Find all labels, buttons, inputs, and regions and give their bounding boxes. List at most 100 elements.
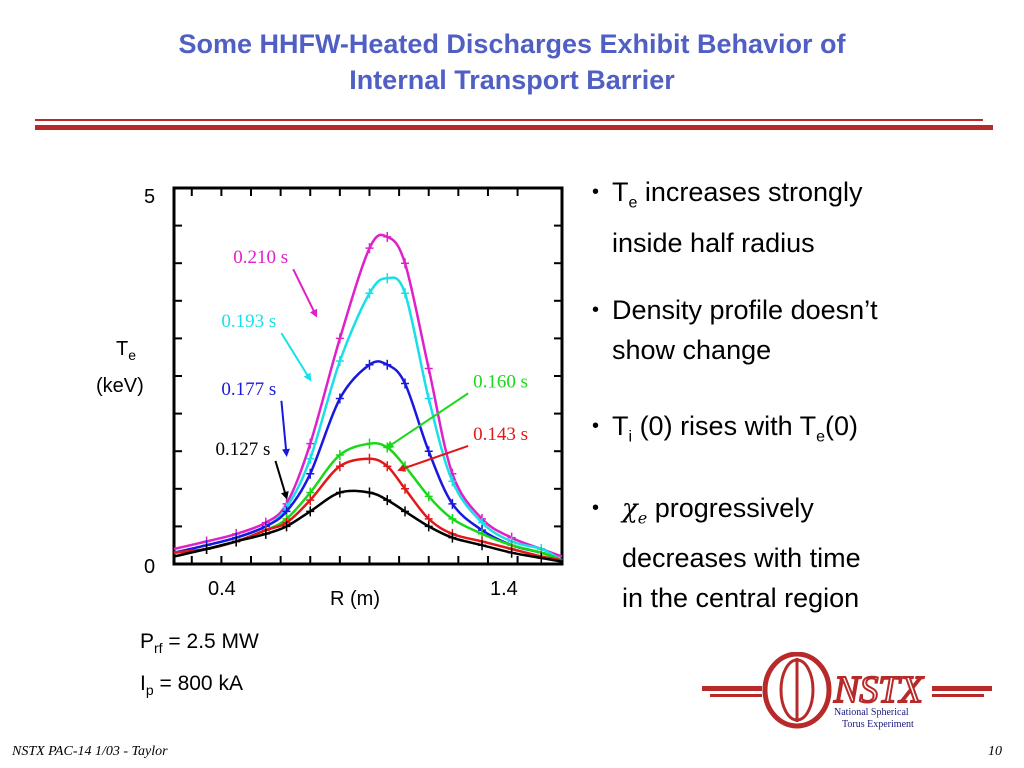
data-point [365, 359, 374, 370]
ip-value: = 800 kA [153, 672, 243, 695]
data-point [335, 487, 344, 498]
bullet-line: Ti (0) rises with Te(0) [592, 406, 858, 457]
data-point [383, 495, 392, 506]
x-tick-label-0-4: 0.4 [208, 578, 236, 600]
bullet-density-profile: • Density profile doesn’t show change [592, 290, 878, 370]
bullet-text: increases strongly [637, 177, 863, 207]
te-symbol: T [612, 177, 629, 207]
data-point [383, 359, 392, 370]
data-point [424, 491, 433, 502]
title-rule-thick [35, 125, 993, 130]
y-tick-label-5: 5 [144, 186, 156, 208]
series-line-0-143-s [173, 457, 563, 562]
y-axis-label-subscript: e [128, 347, 137, 363]
data-point [507, 547, 516, 558]
data-point [537, 552, 546, 563]
data-point [335, 449, 344, 460]
bullet-te-increase: • Te increases strongly inside half radi… [592, 172, 863, 263]
data-point [448, 498, 457, 509]
data-point [424, 363, 433, 374]
data-point [383, 273, 392, 284]
series-label: 0.127 s [215, 439, 270, 460]
series-arrow [274, 460, 289, 500]
prf-parameter: Prf = 2.5 MW [140, 630, 259, 656]
series-arrow [397, 444, 469, 472]
data-point [448, 476, 457, 487]
data-point [335, 393, 344, 404]
data-point [424, 393, 433, 404]
data-point [282, 521, 291, 532]
bullet-line-3: in the central region [622, 583, 860, 614]
ti-subscript: i [628, 428, 633, 446]
series-label: 0.160 s [473, 371, 528, 392]
data-point [306, 468, 315, 479]
data-point [401, 378, 410, 389]
data-point [202, 543, 211, 554]
data-point [306, 438, 315, 449]
bullet-dot: • [592, 299, 600, 321]
data-point [306, 495, 315, 506]
chi-subscript: e [637, 508, 648, 528]
prf-subscript: rf [154, 640, 163, 657]
data-point [261, 528, 270, 539]
data-point [365, 453, 374, 464]
data-point [401, 483, 410, 494]
data-point [365, 288, 374, 299]
series-label: 0.143 s [473, 424, 528, 445]
prf-symbol: P [140, 630, 155, 653]
series-line-0-210-s [173, 233, 563, 558]
ip-symbol: I [140, 672, 146, 695]
series-label: 0.210 s [233, 247, 288, 268]
data-point [306, 453, 315, 464]
series-arrow [292, 268, 318, 318]
data-point [448, 513, 457, 524]
data-point [424, 521, 433, 532]
x-axis-label: R (m) [330, 588, 380, 610]
y-axis-label: Te [116, 338, 136, 363]
y-axis-label-symbol: T [116, 338, 129, 360]
bullet-line-2: decreases with time [622, 543, 861, 574]
series-label: 0.177 s [221, 379, 276, 400]
title-line-1: Some HHFW-Heated Discharges Exhibit Beha… [178, 29, 846, 59]
bullet-text: (0) rises with T [632, 411, 817, 441]
page-number: 10 [988, 744, 1002, 759]
series-arrow [280, 332, 312, 382]
series-arrow [280, 400, 290, 457]
data-point [383, 461, 392, 472]
y-tick-label-0: 0 [144, 556, 156, 578]
ip-subscript: p [145, 682, 154, 699]
title-line-2: Internal Transport Barrier [349, 65, 675, 95]
data-point [401, 288, 410, 299]
te-subscript: e [628, 194, 638, 212]
bullet-line-2: inside half radius [612, 228, 815, 259]
bullet-text-end: (0) [825, 411, 858, 441]
logo-torus-icon [762, 652, 832, 729]
logo-line-1: National Spherical [834, 707, 909, 718]
data-point [401, 258, 410, 269]
data-point [335, 355, 344, 366]
data-point [448, 532, 457, 543]
bullet-dot: • [592, 415, 600, 437]
bullet-line-2: show change [612, 335, 772, 365]
bullet-line: Te increases strongly [592, 172, 863, 223]
bullet-dot: • [592, 497, 600, 519]
ti-symbol: T [612, 411, 629, 441]
chi-symbol: χ [622, 494, 638, 524]
data-point [335, 461, 344, 472]
data-point [383, 231, 392, 242]
ip-parameter: Ip = 800 kA [140, 672, 243, 698]
series-label: 0.193 s [221, 311, 276, 332]
te-subscript: e [816, 428, 825, 446]
data-point [365, 243, 374, 254]
data-point [478, 540, 487, 551]
data-point [306, 506, 315, 517]
data-point [232, 536, 241, 547]
series-line-0-177-s [173, 360, 563, 562]
data-point [365, 438, 374, 449]
data-point [401, 506, 410, 517]
bullet-chi-decreases: • χe progressively decreases with time i… [592, 488, 861, 618]
footer-text: NSTX PAC-14 1/03 - Taylor [12, 744, 168, 759]
slide-title: Some HHFW-Heated Discharges Exhibit Beha… [0, 26, 1024, 98]
nstx-logo: NSTX National Spherical Torus Experiment [702, 652, 992, 730]
bullet-line: χe progressively [592, 488, 861, 538]
